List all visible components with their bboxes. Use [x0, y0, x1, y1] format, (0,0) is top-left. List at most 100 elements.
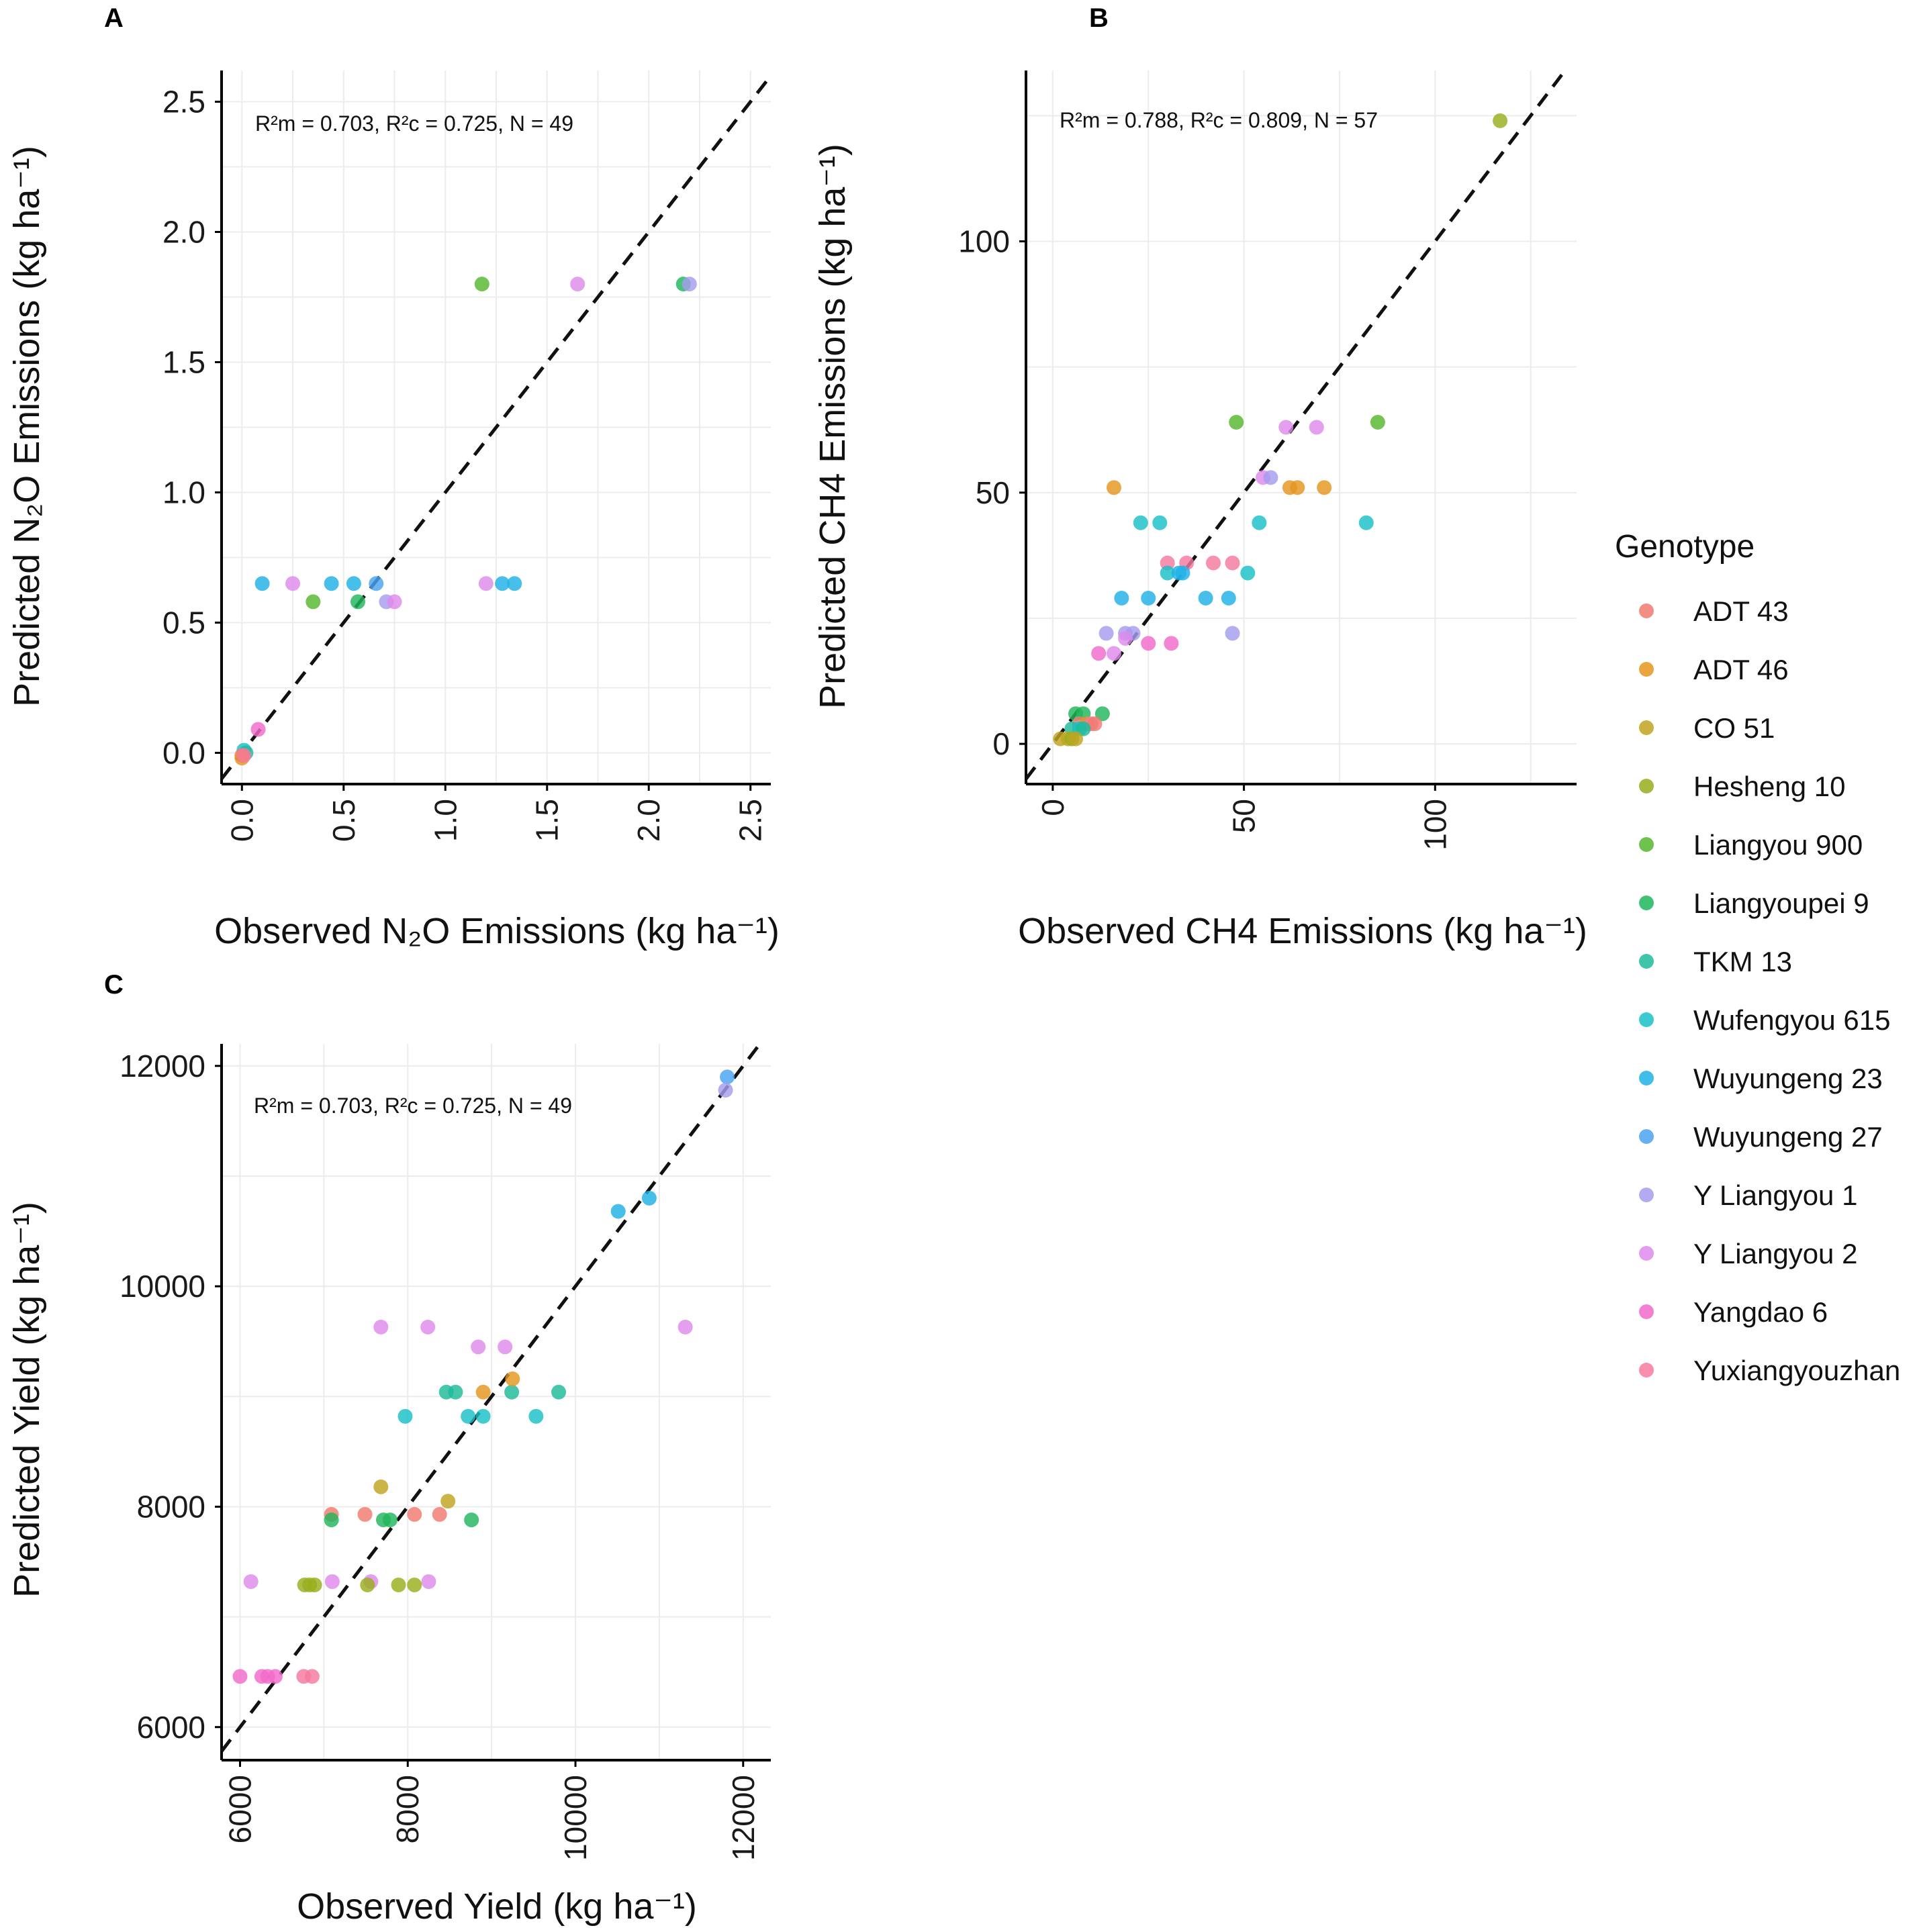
legend-item: Wufengyou 615	[1639, 1004, 1890, 1036]
data-point	[1290, 480, 1305, 495]
legend-item: Y Liangyou 1	[1639, 1179, 1857, 1211]
identity-line	[220, 1043, 761, 1753]
x-tick-label: 8000	[390, 1775, 425, 1843]
data-point	[420, 1319, 436, 1335]
data-point	[1087, 716, 1103, 732]
y-tick-labels: 0.0 0.5 1.0 1.5 2.0 2.5	[162, 85, 222, 770]
x-tick-label: 1.5	[530, 799, 565, 842]
panel-c-yield: C 6000 8000 10000 12000 600080001000012000 …	[7, 970, 771, 1927]
legend-label: Y Liangyou 2	[1693, 1238, 1857, 1269]
y-tick-labels: 0 50 100	[958, 224, 1026, 761]
data-point	[1198, 591, 1213, 606]
data-point	[373, 1319, 389, 1335]
data-point	[440, 1494, 456, 1509]
legend-label: Y Liangyou 1	[1693, 1179, 1857, 1211]
y-tick-labels: 6000 8000 10000 12000	[120, 1049, 222, 1745]
data-point	[387, 594, 402, 610]
data-point	[307, 1577, 322, 1592]
x-tick-label: 2.5	[733, 799, 768, 842]
data-point	[357, 1506, 373, 1522]
legend-swatch	[1639, 1012, 1654, 1027]
data-point	[373, 1479, 389, 1494]
data-point	[407, 1506, 422, 1522]
y-tick-label: 100	[958, 224, 1010, 259]
data-point	[324, 1574, 340, 1590]
panel-letter-a: A	[104, 3, 124, 33]
data-points	[234, 277, 697, 766]
data-point	[475, 1384, 491, 1400]
axes	[1025, 70, 1577, 785]
legend-item: Hesheng 10	[1639, 771, 1846, 802]
data-point	[1098, 626, 1114, 641]
data-point	[1225, 555, 1240, 571]
data-point	[474, 277, 489, 292]
legend-swatch	[1639, 1188, 1654, 1202]
y-tick-label: 12000	[120, 1049, 205, 1083]
data-point	[504, 1384, 520, 1400]
x-axis-title: Observed Yield (kg ha⁻¹)	[297, 1886, 697, 1927]
y-tick-label: 1.0	[162, 475, 205, 510]
data-point	[1094, 706, 1110, 722]
data-point	[1263, 470, 1278, 485]
y-tick-label: 6000	[137, 1710, 205, 1745]
legend-item: ADT 46	[1639, 654, 1789, 685]
y-tick-label: 50	[976, 475, 1010, 510]
data-points	[1053, 113, 1508, 746]
data-point	[471, 1339, 486, 1355]
legend-item: CO 51	[1639, 712, 1775, 744]
data-point	[1164, 636, 1179, 651]
legend-item: Yangdao 6	[1639, 1296, 1828, 1328]
x-tick-labels: 0 50 100	[1035, 784, 1452, 851]
data-point	[1106, 480, 1121, 495]
data-point	[232, 1669, 248, 1684]
y-tick-label: 0.5	[162, 605, 205, 640]
y-tick-label: 0.0	[162, 735, 205, 770]
legend-item: Wuyungeng 23	[1639, 1063, 1883, 1094]
data-point	[1278, 420, 1294, 435]
data-point	[1160, 565, 1175, 581]
data-point	[324, 576, 339, 591]
y-tick-label: 2.0	[162, 215, 205, 250]
data-point	[718, 1082, 733, 1098]
data-point	[236, 748, 252, 763]
data-point	[498, 1339, 513, 1355]
data-point	[1317, 480, 1332, 495]
data-point	[448, 1384, 463, 1400]
data-point	[1229, 415, 1244, 430]
legend-label: ADT 46	[1693, 654, 1789, 685]
legend-swatch	[1639, 603, 1654, 618]
fit-statistics-annotation: R²m = 0.703, R²c = 0.725, N = 49	[255, 111, 573, 136]
data-point	[1068, 731, 1084, 746]
legend-label: Yangdao 6	[1693, 1296, 1828, 1328]
x-tick-label: 1.0	[428, 799, 463, 842]
legend-swatch	[1639, 662, 1654, 677]
panel-a-n2o: A 0.0 0.5 1.0 1.5 2.0 2.5 0.00.51.01.52.02.5 …	[7, 3, 780, 951]
data-point	[551, 1384, 567, 1400]
legend-item: Liangyoupei 9	[1639, 887, 1869, 919]
legend-swatch	[1639, 1071, 1654, 1085]
data-point	[1225, 626, 1240, 641]
data-point	[464, 1512, 479, 1528]
grid	[222, 1044, 771, 1760]
x-tick-label: 6000	[222, 1775, 257, 1843]
y-tick-label: 8000	[137, 1489, 205, 1524]
identity-line	[1025, 69, 1567, 781]
legend-swatch	[1639, 720, 1654, 735]
legend-swatch	[1639, 954, 1654, 969]
data-point	[475, 1408, 491, 1424]
legend-label: Liangyoupei 9	[1693, 887, 1869, 919]
grid	[1026, 70, 1577, 784]
x-axis-title: Observed CH4 Emissions (kg ha⁻¹)	[1018, 911, 1587, 951]
data-point	[407, 1577, 422, 1592]
data-point	[1370, 415, 1385, 430]
data-point	[1221, 591, 1236, 606]
y-tick-label: 0	[992, 726, 1010, 761]
data-point	[421, 1574, 436, 1590]
data-point	[254, 576, 270, 591]
legend-label: TKM 13	[1693, 946, 1792, 977]
data-point	[570, 277, 586, 292]
legend-swatch	[1639, 779, 1654, 793]
y-axis-title: Predicted N₂O Emissions (kg ha⁻¹)	[7, 146, 47, 707]
data-point	[507, 576, 522, 591]
